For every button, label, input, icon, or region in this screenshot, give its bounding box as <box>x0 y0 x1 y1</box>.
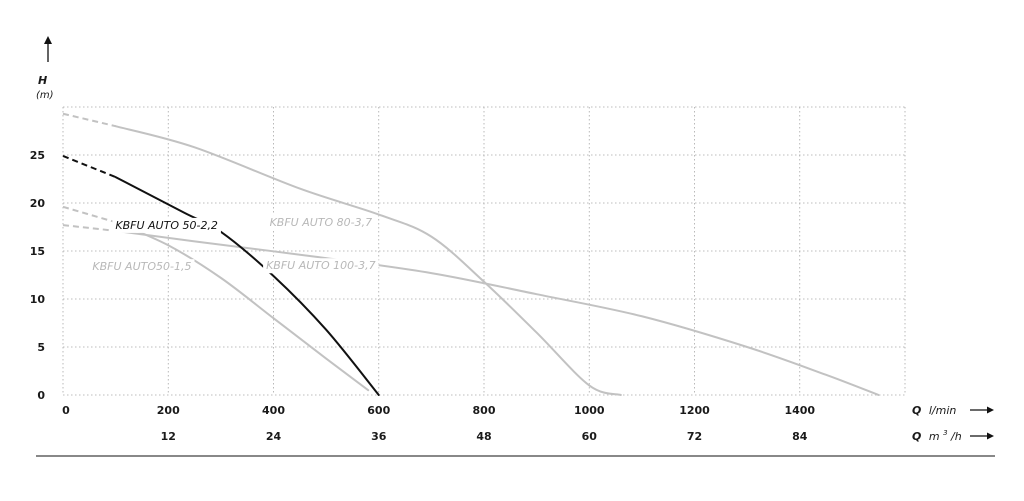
x-axis-secondary-unit-sup: 3 <box>943 429 947 437</box>
series-label-background <box>266 215 376 231</box>
series-line-dashed <box>62 224 116 232</box>
y-axis-arrow-head-icon <box>44 36 52 44</box>
series-line-dashed <box>62 112 116 128</box>
x-tick-label-primary: 400 <box>262 404 285 417</box>
x-tick-label-secondary: 24 <box>266 430 282 443</box>
tick-labels: 0 5 10 15 20 25 0 200 400 600 800 1000 1200 1400 12 24 3… <box>30 149 816 443</box>
series-line <box>114 125 622 396</box>
x-tick-label-primary: 1000 <box>574 404 605 417</box>
x-tick-label-primary: 600 <box>367 404 390 417</box>
x-axis-primary-q: Q <box>912 404 921 417</box>
x-axis-primary-arrow-icon <box>970 406 994 414</box>
series-label-background <box>89 259 195 275</box>
x-axis-secondary-label: Q m 3 /h <box>912 425 962 443</box>
y-axis-label: H <box>38 74 47 87</box>
series-label: KBFU AUTO 50-2,2 <box>115 219 218 232</box>
series-line <box>114 229 880 396</box>
x-tick-label-primary: 1400 <box>784 404 815 417</box>
y-tick-label: 15 <box>30 245 45 258</box>
x-axis-primary-unit: l/min <box>929 404 957 417</box>
x-tick-label-secondary: 48 <box>476 430 491 443</box>
y-tick-label: 5 <box>37 341 45 354</box>
x-axis-primary-label: Q l/min <box>912 404 956 417</box>
y-tick-label: 20 <box>30 197 46 210</box>
y-axis-unit: (m) <box>36 90 54 101</box>
series-label-background <box>263 258 379 274</box>
series-label: KBFU AUTO50-1,5 <box>92 260 191 273</box>
series-line-dashed <box>62 155 116 179</box>
x-tick-label-secondary: 84 <box>792 430 808 443</box>
series-line <box>114 176 380 396</box>
x-tick-label-primary: 0 <box>62 404 70 417</box>
series-line-dashed <box>62 205 116 224</box>
y-tick-label: 25 <box>30 149 45 162</box>
x-tick-label-secondary: 60 <box>582 430 598 443</box>
axes: H (m) Q l/min Q m 3 /h <box>36 36 995 457</box>
y-tick-label: 10 <box>30 293 46 306</box>
x-axis-secondary-q: Q <box>912 430 921 443</box>
grid <box>62 106 906 396</box>
x-tick-label-secondary: 12 <box>161 430 176 443</box>
y-tick-label: 0 <box>37 389 45 402</box>
series-labels: KBFU AUTO 50-2,2 KBFU AUTO50-1,5 KBFU AUTO… <box>89 215 379 275</box>
x-axis-secondary-unit: m <box>929 430 940 443</box>
series-label: KBFU AUTO 100-3,7 <box>266 259 376 272</box>
x-tick-label-secondary: 36 <box>371 430 387 443</box>
series-label-background <box>112 217 221 233</box>
x-tick-label-primary: 1200 <box>679 404 710 417</box>
x-tick-label-primary: 800 <box>473 404 496 417</box>
series-label: KBFU AUTO 80-3,7 <box>270 216 373 229</box>
x-tick-label-primary: 200 <box>157 404 180 417</box>
series-line <box>114 221 370 392</box>
x-tick-label-secondary: 72 <box>687 430 702 443</box>
x-axis-secondary-unit-tail: /h <box>950 430 962 443</box>
x-axis-secondary-arrow-icon <box>970 432 994 440</box>
series <box>62 112 880 396</box>
